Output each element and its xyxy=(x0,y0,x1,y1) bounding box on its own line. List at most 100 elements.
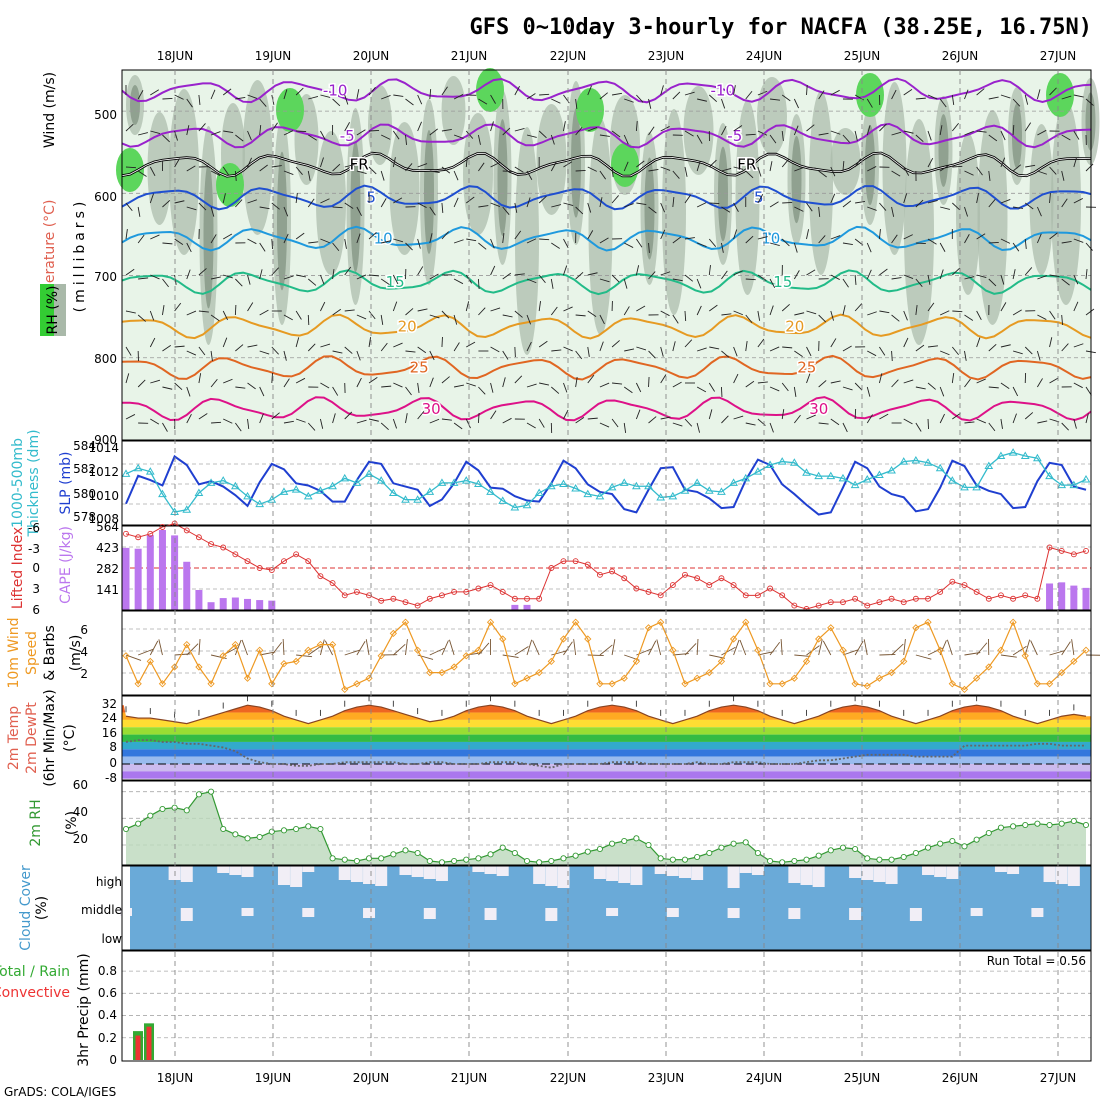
thickness-point xyxy=(206,478,216,486)
ylabel-wind10m-2: Speed xyxy=(24,631,40,675)
wind-barb xyxy=(1012,98,1021,107)
rh-point xyxy=(924,844,932,851)
wind-barb xyxy=(1012,413,1017,424)
wind-barb xyxy=(976,337,981,348)
thickness-point xyxy=(875,470,884,479)
wind-barb xyxy=(417,308,428,312)
wind-barb xyxy=(1061,343,1069,352)
date-tick-top: 27JUN xyxy=(1040,49,1077,63)
wind-barb xyxy=(806,84,808,96)
rh-point xyxy=(232,831,239,838)
temperature-line xyxy=(125,704,1087,725)
wind-barb xyxy=(271,165,282,168)
wind10m-barb xyxy=(296,654,313,658)
high-cloud-gap xyxy=(217,866,230,873)
wind-barb xyxy=(830,338,837,348)
wind-barb xyxy=(429,350,435,361)
lifted-index-point xyxy=(353,588,360,595)
wind-barb xyxy=(903,234,913,240)
wind-barb xyxy=(235,134,244,142)
wind-barb xyxy=(891,314,900,322)
wind-barb xyxy=(1000,274,1005,285)
rh-point xyxy=(985,829,992,837)
date-tick-bottom: 27JUN xyxy=(1040,1071,1077,1085)
rh-point xyxy=(511,849,518,857)
wind-barb xyxy=(696,305,702,316)
wind-barb xyxy=(259,242,266,252)
thickness-point xyxy=(607,482,617,491)
lifted-index-point xyxy=(584,561,591,568)
wind-barb xyxy=(210,314,220,322)
wind-barb xyxy=(867,166,877,172)
wind-barb xyxy=(235,386,246,389)
wind-barb xyxy=(648,168,659,172)
wind-barb xyxy=(320,198,330,204)
wind10m-barb xyxy=(514,646,529,656)
wind-barb xyxy=(696,161,701,172)
wind-speed-point xyxy=(256,646,264,654)
high-cloud-gap xyxy=(654,866,667,874)
wind-barb xyxy=(405,386,412,396)
wind-barb xyxy=(296,274,307,278)
rh-point xyxy=(754,849,761,857)
wind-barb xyxy=(222,233,233,240)
wind-barb xyxy=(891,234,898,244)
upper-air-panel: -10-10-5-5FRFR5510101515202025253030 500… xyxy=(40,68,1100,447)
rh-point xyxy=(949,837,956,845)
wind-barb xyxy=(490,410,497,420)
cape-bar xyxy=(171,535,179,610)
rh-point xyxy=(1046,821,1053,829)
rh-point xyxy=(195,791,202,798)
wind-barb xyxy=(964,276,975,280)
rh-shade-cell xyxy=(316,131,346,275)
thickness-tick: 582 xyxy=(73,462,96,476)
precip-series xyxy=(133,1023,154,1060)
wind-barb xyxy=(672,341,676,352)
wind10m-barb xyxy=(684,643,697,656)
thickness-point xyxy=(328,481,337,490)
wind-barb xyxy=(1024,346,1033,355)
wind-barb xyxy=(526,278,537,284)
wind-barb xyxy=(295,232,305,240)
cloud-series xyxy=(120,866,1091,950)
wind-barb xyxy=(1073,94,1084,98)
rh-point xyxy=(208,788,215,795)
wind-barb xyxy=(223,130,234,134)
wind-barb xyxy=(320,343,331,348)
lifted-index-point xyxy=(791,602,798,609)
wind-barb xyxy=(1049,310,1056,320)
wind-barb xyxy=(612,382,623,385)
wind-barb xyxy=(320,130,326,140)
thickness-point xyxy=(619,478,629,486)
wind-barb xyxy=(223,378,233,384)
date-tick-top: 26JUN xyxy=(942,49,979,63)
rh-point xyxy=(135,820,142,827)
wind-speed-point xyxy=(170,663,179,671)
thickness-point xyxy=(996,451,1006,459)
wind-barb xyxy=(599,382,610,388)
wind-barb xyxy=(526,383,537,388)
wind-speed-point xyxy=(231,640,240,649)
cape-bar xyxy=(231,597,239,610)
rh-shade-core xyxy=(277,151,287,291)
rh-point xyxy=(973,836,980,843)
wind-barb xyxy=(648,242,650,254)
wind-barb xyxy=(891,89,897,100)
thickness-point xyxy=(474,479,483,487)
thickness-point xyxy=(145,467,155,475)
wind-barb xyxy=(988,170,991,181)
thickness-point xyxy=(413,495,423,503)
lifted-index-point xyxy=(718,575,725,582)
temp-color-band xyxy=(122,764,1091,772)
rh-point xyxy=(791,857,798,865)
wind-barb xyxy=(733,310,744,316)
thickness-point xyxy=(546,481,556,490)
wind-barb xyxy=(283,314,293,321)
wind-barb xyxy=(842,422,848,433)
rh-tick: 60 xyxy=(73,778,88,792)
wind-barb xyxy=(320,94,331,98)
wind-barb xyxy=(757,381,768,384)
wind-barb xyxy=(745,170,754,179)
middle-cloud-gap xyxy=(606,908,619,916)
wind-barb xyxy=(356,233,361,244)
